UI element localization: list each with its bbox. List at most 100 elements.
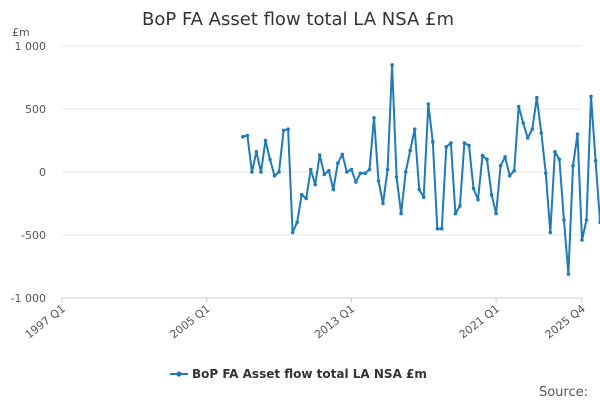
data-point[interactable] [553, 150, 557, 154]
data-point[interactable] [345, 170, 349, 174]
data-point[interactable] [498, 163, 503, 168]
data-point[interactable] [539, 131, 544, 135]
data-point[interactable] [286, 127, 290, 131]
data-point[interactable] [453, 211, 458, 216]
y-tick-label: -500 [21, 229, 46, 242]
y-tick-label: 0 [39, 166, 46, 179]
data-point[interactable] [580, 238, 584, 242]
y-tick-label: -1 000 [11, 292, 46, 305]
data-point[interactable] [530, 127, 535, 131]
data-point[interactable] [331, 187, 336, 192]
x-tick-label: 2021 Q1 [457, 302, 502, 341]
data-point[interactable] [516, 104, 521, 109]
data-point[interactable] [299, 192, 304, 197]
data-point[interactable] [521, 121, 525, 125]
data-point[interactable] [480, 153, 485, 158]
data-point[interactable] [575, 132, 580, 136]
data-point[interactable] [263, 138, 268, 143]
data-point[interactable] [317, 153, 322, 157]
data-point[interactable] [399, 211, 403, 216]
source-label: Source: [539, 385, 588, 400]
data-point[interactable] [584, 218, 589, 222]
data-point[interactable] [489, 192, 494, 197]
data-point[interactable] [525, 136, 530, 140]
data-point[interactable] [363, 171, 367, 176]
data-point[interactable] [327, 168, 331, 173]
y-axis-unit: £m [12, 26, 30, 39]
data-point[interactable] [449, 141, 453, 145]
data-point[interactable] [535, 95, 539, 100]
data-point[interactable] [340, 152, 345, 157]
data-point[interactable] [467, 143, 471, 148]
data-point[interactable] [458, 204, 462, 208]
legend-marker [176, 371, 182, 377]
data-point[interactable] [408, 148, 413, 153]
data-point[interactable] [431, 140, 435, 144]
data-point[interactable] [476, 197, 480, 202]
data-point[interactable] [412, 127, 417, 131]
data-point[interactable] [268, 157, 272, 162]
data-point[interactable] [372, 116, 376, 120]
series-line [242, 63, 600, 276]
data-point[interactable] [403, 170, 408, 174]
data-point[interactable] [308, 167, 313, 172]
x-axis-ticks: 1997 Q1 2005 Q1 2013 Q1 2021 Q1 2025 Q4 [23, 297, 588, 341]
data-point[interactable] [313, 182, 318, 187]
data-point[interactable] [485, 157, 489, 162]
data-point[interactable] [417, 187, 422, 192]
y-tick-label: 500 [25, 103, 46, 116]
data-point[interactable] [322, 172, 327, 177]
data-point[interactable] [295, 220, 299, 225]
data-point[interactable] [241, 134, 245, 139]
data-point[interactable] [354, 180, 358, 184]
x-tick-label: 1997 Q1 [23, 302, 68, 341]
data-point[interactable] [358, 171, 363, 176]
data-point[interactable] [254, 150, 259, 154]
data-point[interactable] [557, 157, 562, 162]
x-tick-label: 2013 Q1 [312, 302, 357, 341]
data-point[interactable] [394, 175, 399, 179]
data-point[interactable] [444, 145, 449, 149]
data-point[interactable] [589, 94, 593, 99]
data-point[interactable] [277, 170, 281, 174]
data-point[interactable] [503, 155, 507, 159]
data-point[interactable] [245, 133, 250, 138]
data-point[interactable] [349, 167, 354, 172]
data-point[interactable] [471, 186, 476, 191]
data-point[interactable] [272, 174, 277, 178]
legend[interactable]: BoP FA Asset flow total LA NSA £m [170, 367, 427, 381]
chart-title: BoP FA Asset flow total LA NSA £m [142, 9, 454, 30]
data-point[interactable] [566, 272, 571, 276]
data-point[interactable] [390, 63, 394, 67]
data-point[interactable] [259, 170, 263, 174]
data-point[interactable] [426, 102, 431, 106]
data-point[interactable] [376, 179, 381, 183]
x-tick-label: 2025 Q4 [543, 302, 588, 341]
data-point[interactable] [435, 226, 440, 231]
series-layer [241, 63, 600, 276]
data-point[interactable] [571, 163, 575, 168]
data-point[interactable] [562, 218, 566, 222]
data-point[interactable] [336, 161, 340, 165]
data-point[interactable] [367, 167, 372, 172]
data-point[interactable] [593, 158, 598, 163]
data-point[interactable] [421, 195, 426, 199]
data-point[interactable] [512, 168, 516, 173]
data-point[interactable] [462, 141, 467, 145]
data-point[interactable] [548, 230, 553, 235]
data-point[interactable] [290, 230, 295, 235]
data-point[interactable] [385, 167, 390, 172]
y-tick-label: 1 000 [15, 40, 47, 53]
x-tick-label: 2005 Q1 [167, 302, 212, 341]
data-point[interactable] [381, 201, 385, 206]
data-point[interactable] [507, 174, 512, 178]
data-point[interactable] [304, 196, 309, 201]
data-point[interactable] [250, 170, 254, 174]
gridlines [62, 45, 582, 299]
data-point[interactable] [544, 171, 548, 176]
data-point[interactable] [494, 211, 498, 216]
data-point[interactable] [440, 226, 444, 231]
data-point[interactable] [281, 128, 286, 133]
